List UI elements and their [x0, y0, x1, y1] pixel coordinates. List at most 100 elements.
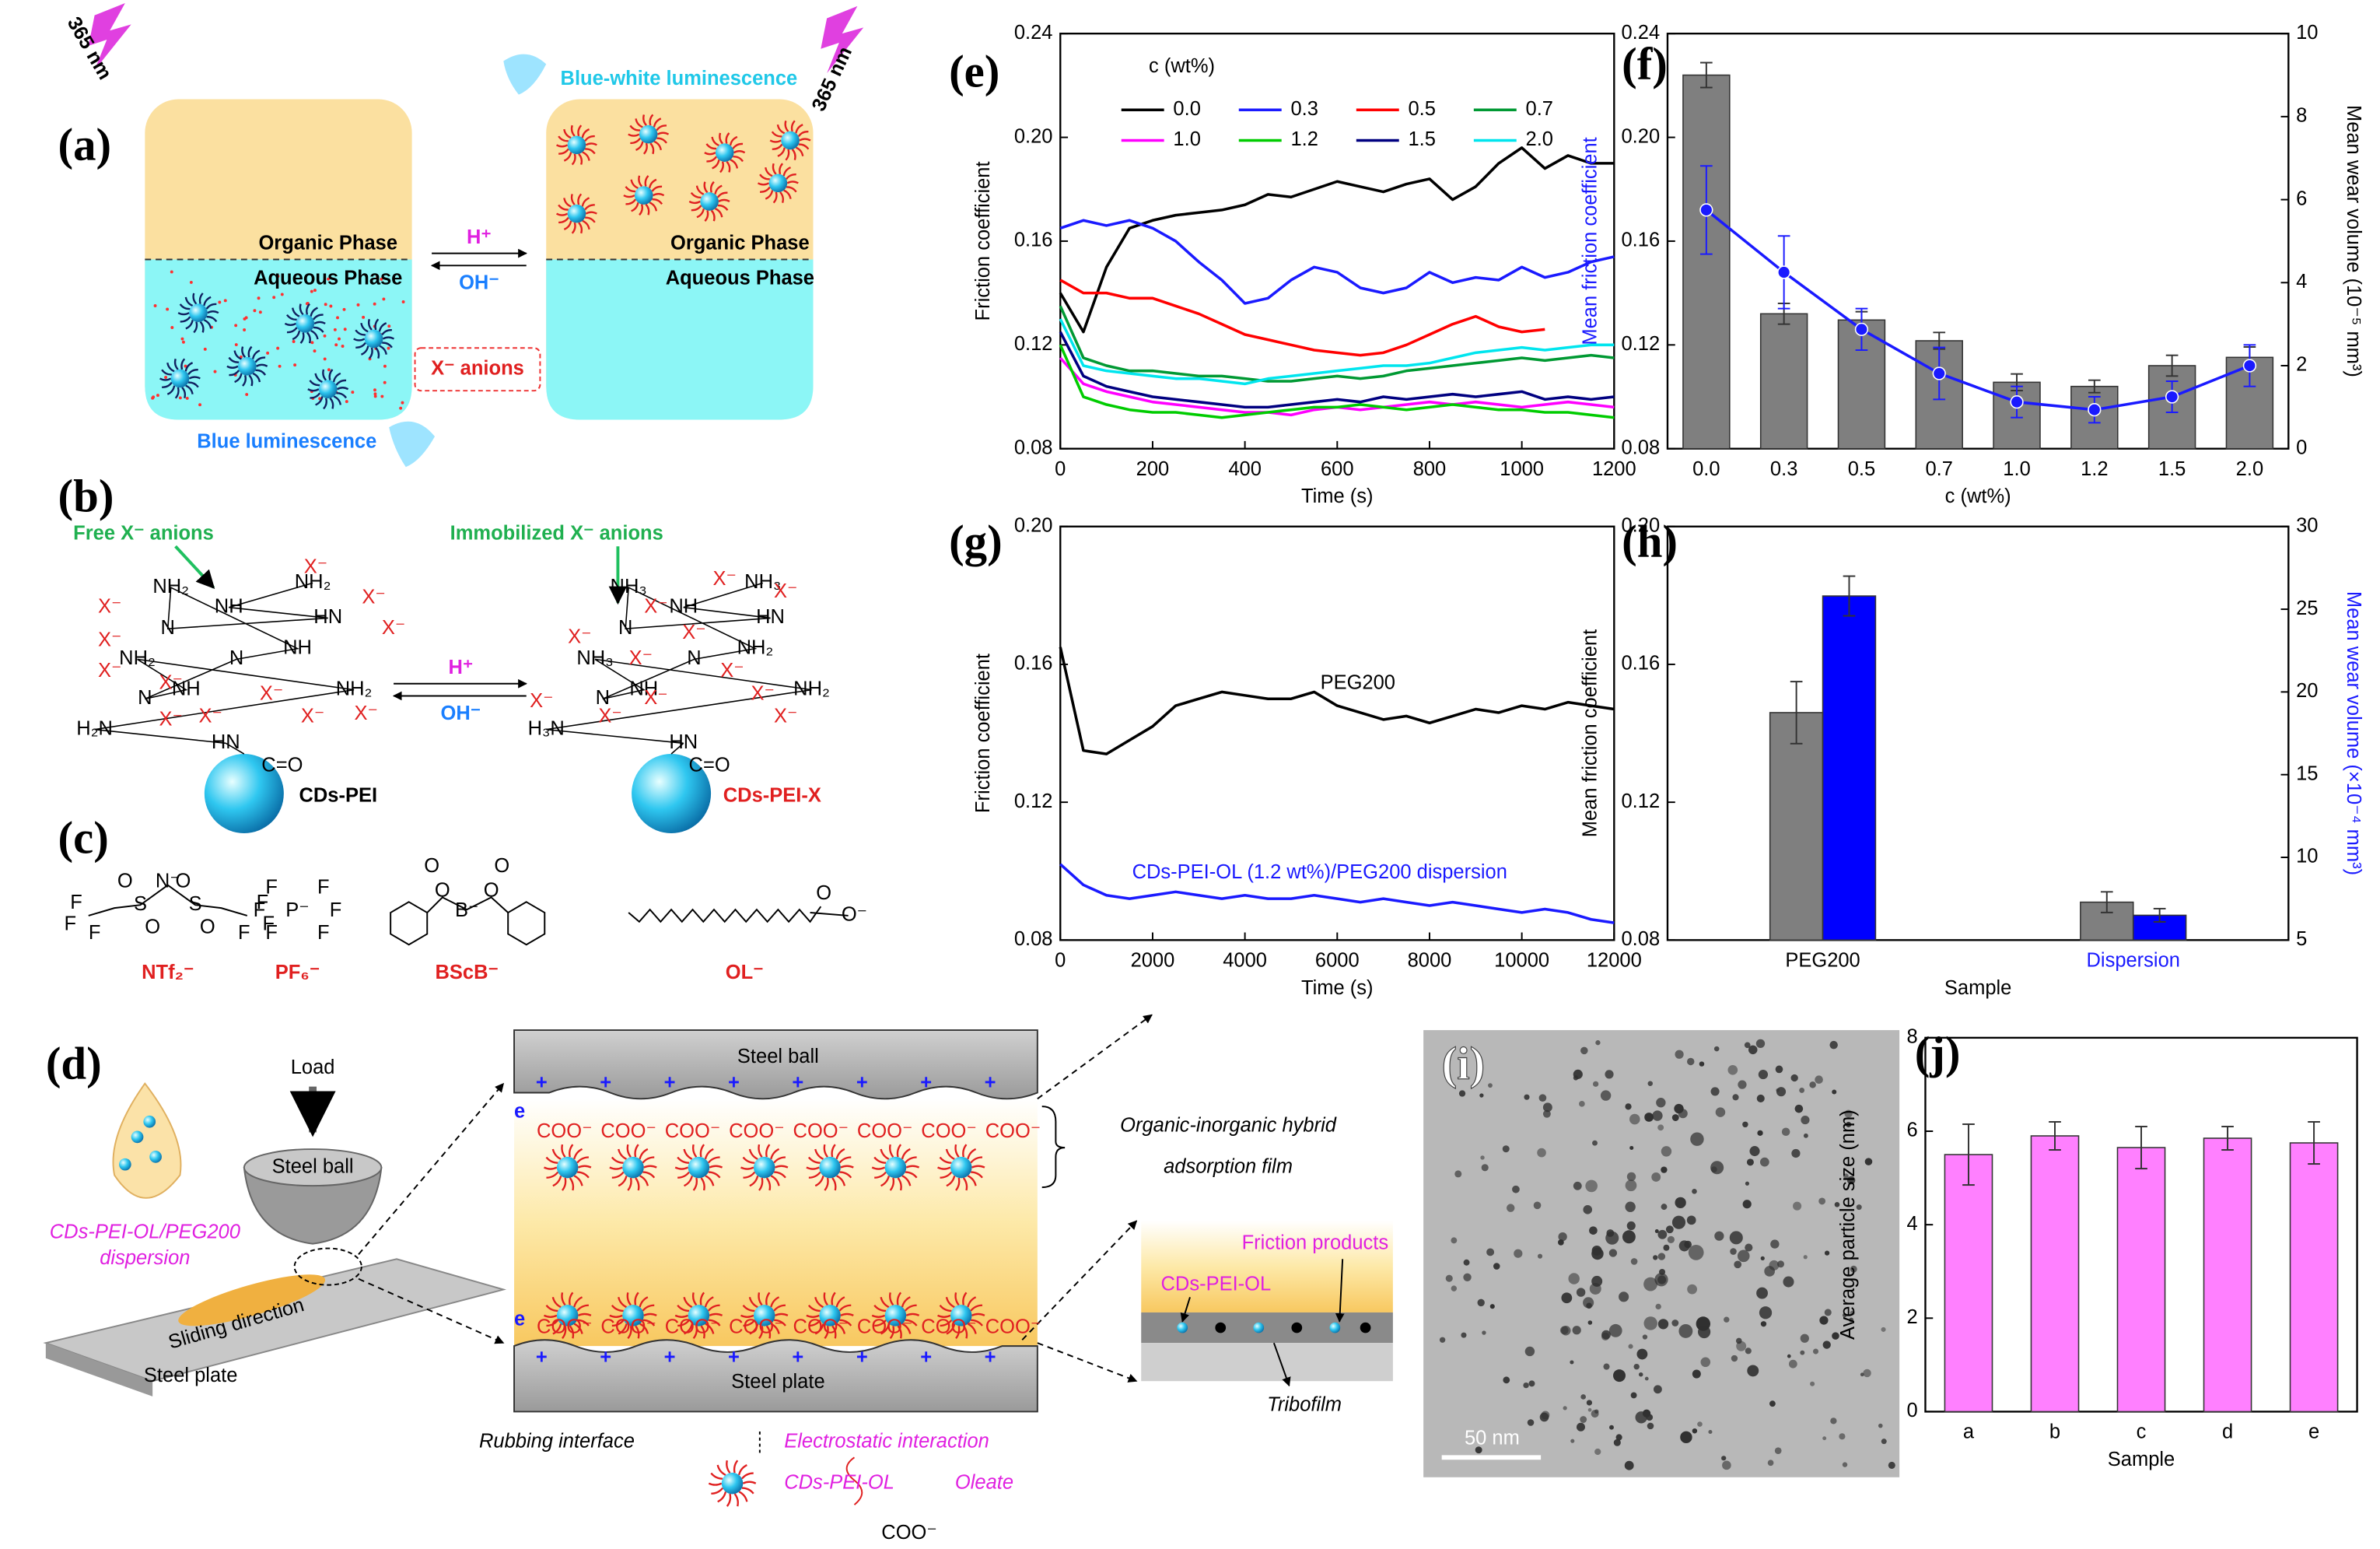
ligand — [784, 120, 789, 132]
ligand — [558, 135, 569, 142]
ligand — [306, 331, 311, 344]
tem-dot — [1561, 1325, 1571, 1336]
legend-label: 2.0 — [1526, 128, 1553, 150]
atom-label: NH₂ — [119, 647, 156, 669]
charge: + — [920, 1071, 932, 1093]
ligand — [683, 1296, 693, 1309]
anion-dot — [292, 340, 296, 343]
tem-dot — [1742, 1200, 1752, 1209]
ligand — [255, 363, 268, 367]
ligand — [306, 303, 310, 315]
ligand — [840, 1312, 854, 1316]
ligand — [945, 1296, 955, 1309]
ligand — [611, 1319, 625, 1327]
ligand — [188, 376, 201, 380]
ligand — [652, 198, 663, 205]
ligand — [730, 159, 739, 169]
tem-dot — [1699, 1061, 1705, 1067]
particle — [1329, 1322, 1341, 1333]
ligand — [570, 194, 576, 205]
ligand — [203, 319, 212, 329]
tem-dot — [1850, 1310, 1855, 1316]
oleate-chain — [845, 1456, 863, 1505]
tem-dot — [1692, 1369, 1701, 1379]
ligand — [765, 1144, 771, 1158]
ligand — [634, 1291, 639, 1305]
ligand — [642, 114, 647, 126]
ligand — [774, 1165, 789, 1169]
anion-label: X⁻ anions — [431, 357, 524, 379]
atom-label: NH₃ — [611, 576, 647, 598]
ligand — [618, 1176, 628, 1187]
x-tick-label: a — [1963, 1421, 1975, 1443]
tem-dot — [1781, 1127, 1790, 1137]
tem-dot — [1839, 1433, 1846, 1440]
ligand — [570, 124, 576, 137]
luminescence-label: Blue luminescence — [197, 431, 376, 453]
tem-dot — [1512, 1185, 1520, 1193]
ligand — [806, 1314, 820, 1319]
legend-label: Oleate — [955, 1471, 1013, 1493]
ligand — [779, 191, 784, 203]
ligand — [584, 216, 596, 223]
ligand — [742, 1156, 755, 1164]
atom-label: O — [145, 916, 160, 937]
charge: + — [600, 1071, 611, 1093]
ligand — [971, 1312, 985, 1316]
ligand — [179, 303, 191, 310]
ligand — [355, 342, 366, 349]
tem-dot — [1654, 1229, 1659, 1234]
ligand — [649, 142, 655, 155]
tem-dot — [1461, 1332, 1467, 1338]
ligand — [677, 1319, 690, 1327]
ligand — [184, 362, 194, 372]
anion-dot — [234, 324, 238, 328]
anion-dot — [181, 340, 185, 344]
anion-note: Free X⁻ anions — [73, 522, 214, 544]
ring — [390, 901, 429, 946]
plot-frame — [1666, 525, 2290, 941]
tem-dot — [1538, 1094, 1547, 1102]
ligand — [757, 182, 770, 186]
tem-dot — [1800, 1350, 1805, 1355]
y2-tick-label: 30 — [2296, 514, 2318, 536]
atom-label: P⁻ — [285, 899, 309, 921]
ligand — [962, 1325, 968, 1339]
tem-dot — [1803, 1133, 1808, 1138]
uv-bolt — [821, 5, 864, 74]
tem-dot — [1748, 1045, 1758, 1055]
tem-dot — [1760, 1256, 1765, 1260]
tem-dot — [1749, 1146, 1760, 1157]
ligand — [187, 381, 199, 388]
legend-label: Electrostatic interaction — [784, 1430, 989, 1452]
tem-dot — [1809, 1081, 1816, 1088]
x-tick-label: 1.0 — [2003, 458, 2030, 480]
tem-dot — [1721, 1456, 1727, 1461]
x-tick-label: 0.7 — [1926, 458, 1953, 480]
tem-dot — [1454, 1170, 1462, 1178]
tem-dot — [1625, 1201, 1636, 1212]
carboxylate: COO⁻ — [857, 1316, 913, 1337]
tem-dot — [1787, 1354, 1791, 1358]
tem-dot — [1710, 1161, 1724, 1175]
anion-dot — [380, 394, 384, 398]
ligand — [180, 358, 186, 370]
tem-dot — [1633, 1363, 1640, 1370]
species-label: CDs-PEI — [299, 785, 377, 807]
ligand — [835, 1296, 845, 1308]
ball-label: Steel ball — [272, 1155, 354, 1177]
tem-dot — [1667, 1235, 1675, 1244]
ligand — [576, 1304, 589, 1312]
charts: 0.080.120.160.200.240 200 400 600 800 1000 120… — [949, 22, 2364, 1470]
ligand — [823, 1292, 828, 1306]
tem-dot — [1561, 1292, 1573, 1304]
atom-label: F — [317, 922, 330, 944]
tem-dot — [1656, 1098, 1666, 1108]
tem-dot — [1533, 1201, 1542, 1210]
tem-dot — [1810, 1381, 1815, 1386]
tem-dot — [1692, 1189, 1697, 1194]
panel-label: (f) — [1622, 39, 1668, 89]
atom-label: F — [265, 876, 278, 898]
electron: e — [514, 1101, 525, 1123]
